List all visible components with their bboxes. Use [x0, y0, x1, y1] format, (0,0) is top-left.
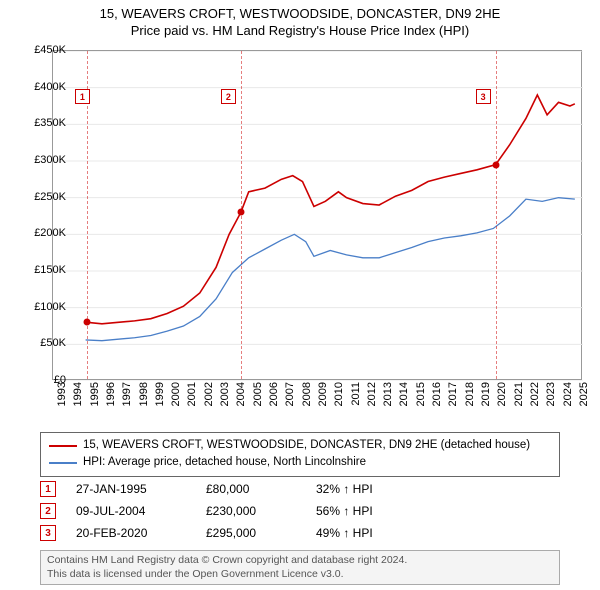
x-tick-label: 1999	[154, 382, 166, 422]
x-tick-label: 2025	[578, 382, 590, 422]
annotation-marker: 2	[40, 503, 56, 519]
x-tick-label: 2006	[268, 382, 280, 422]
annotation-row: 1 27-JAN-1995 £80,000 32% ↑ HPI	[40, 478, 560, 500]
x-tick-label: 2022	[529, 382, 541, 422]
y-tick-label: £50K	[18, 337, 66, 349]
title-line-1: 15, WEAVERS CROFT, WESTWOODSIDE, DONCAST…	[10, 6, 590, 21]
series-property	[87, 95, 575, 324]
x-tick-label: 2002	[203, 382, 215, 422]
annotation-delta: 32% ↑ HPI	[316, 482, 373, 496]
legend-label-property: 15, WEAVERS CROFT, WESTWOODSIDE, DONCAST…	[83, 437, 530, 454]
annotation-date: 20-FEB-2020	[76, 526, 186, 540]
x-tick-label: 2018	[464, 382, 476, 422]
sale-dot	[237, 209, 244, 216]
x-tick-label: 2009	[317, 382, 329, 422]
series-hpi	[86, 198, 575, 341]
attribution-footer: Contains HM Land Registry data © Crown c…	[40, 550, 560, 585]
annotation-date: 27-JAN-1995	[76, 482, 186, 496]
annotation-delta: 49% ↑ HPI	[316, 526, 373, 540]
x-tick-label: 1997	[121, 382, 133, 422]
x-tick-label: 1993	[56, 382, 68, 422]
annotation-marker: 3	[40, 525, 56, 541]
x-tick-label: 2012	[366, 382, 378, 422]
sale-annotations: 1 27-JAN-1995 £80,000 32% ↑ HPI 2 09-JUL-2004…	[40, 478, 560, 544]
y-tick-label: £300K	[18, 154, 66, 166]
sale-marker-box: 1	[75, 89, 90, 104]
x-tick-label: 2005	[252, 382, 264, 422]
y-tick-label: £100K	[18, 301, 66, 313]
y-tick-label: £250K	[18, 191, 66, 203]
legend-swatch-property	[49, 445, 77, 447]
chart-title-block: 15, WEAVERS CROFT, WESTWOODSIDE, DONCAST…	[0, 0, 600, 40]
y-tick-label: £350K	[18, 117, 66, 129]
annotation-price: £295,000	[206, 526, 296, 540]
y-tick-label: £450K	[18, 44, 66, 56]
x-tick-label: 2016	[431, 382, 443, 422]
y-tick-label: £200K	[18, 227, 66, 239]
line-chart: 1 2 3	[52, 50, 582, 380]
x-tick-label: 2023	[545, 382, 557, 422]
sale-marker-box: 2	[221, 89, 236, 104]
y-tick-label: £150K	[18, 264, 66, 276]
x-tick-label: 1996	[105, 382, 117, 422]
x-tick-label: 2004	[235, 382, 247, 422]
x-tick-label: 2017	[447, 382, 459, 422]
annotation-price: £80,000	[206, 482, 296, 496]
x-tick-label: 2014	[398, 382, 410, 422]
x-tick-label: 2010	[333, 382, 345, 422]
annotation-marker: 1	[40, 481, 56, 497]
x-tick-label: 2019	[480, 382, 492, 422]
x-tick-label: 2001	[186, 382, 198, 422]
footer-line-1: Contains HM Land Registry data © Crown c…	[47, 554, 553, 568]
x-tick-label: 2003	[219, 382, 231, 422]
legend-swatch-hpi	[49, 462, 77, 464]
legend-item-hpi: HPI: Average price, detached house, Nort…	[49, 454, 551, 471]
legend: 15, WEAVERS CROFT, WESTWOODSIDE, DONCAST…	[40, 432, 560, 477]
title-line-2: Price paid vs. HM Land Registry's House …	[10, 23, 590, 38]
x-tick-label: 2015	[415, 382, 427, 422]
legend-item-property: 15, WEAVERS CROFT, WESTWOODSIDE, DONCAST…	[49, 437, 551, 454]
x-tick-label: 1994	[72, 382, 84, 422]
x-tick-label: 2021	[513, 382, 525, 422]
sale-dot	[492, 161, 499, 168]
y-tick-label: £400K	[18, 81, 66, 93]
annotation-delta: 56% ↑ HPI	[316, 504, 373, 518]
footer-line-2: This data is licensed under the Open Gov…	[47, 568, 553, 582]
sale-marker-box: 3	[476, 89, 491, 104]
annotation-row: 2 09-JUL-2004 £230,000 56% ↑ HPI	[40, 500, 560, 522]
x-tick-label: 2008	[301, 382, 313, 422]
x-tick-label: 2020	[496, 382, 508, 422]
x-tick-label: 2007	[284, 382, 296, 422]
annotation-row: 3 20-FEB-2020 £295,000 49% ↑ HPI	[40, 522, 560, 544]
x-tick-label: 2013	[382, 382, 394, 422]
x-tick-label: 2024	[562, 382, 574, 422]
x-tick-label: 2000	[170, 382, 182, 422]
sale-dot	[83, 319, 90, 326]
x-tick-label: 1995	[89, 382, 101, 422]
annotation-date: 09-JUL-2004	[76, 504, 186, 518]
annotation-price: £230,000	[206, 504, 296, 518]
sale-vline	[496, 51, 497, 379]
legend-label-hpi: HPI: Average price, detached house, Nort…	[83, 454, 366, 471]
x-tick-label: 2011	[350, 382, 362, 422]
chart-svg	[53, 51, 583, 381]
x-tick-label: 1998	[138, 382, 150, 422]
